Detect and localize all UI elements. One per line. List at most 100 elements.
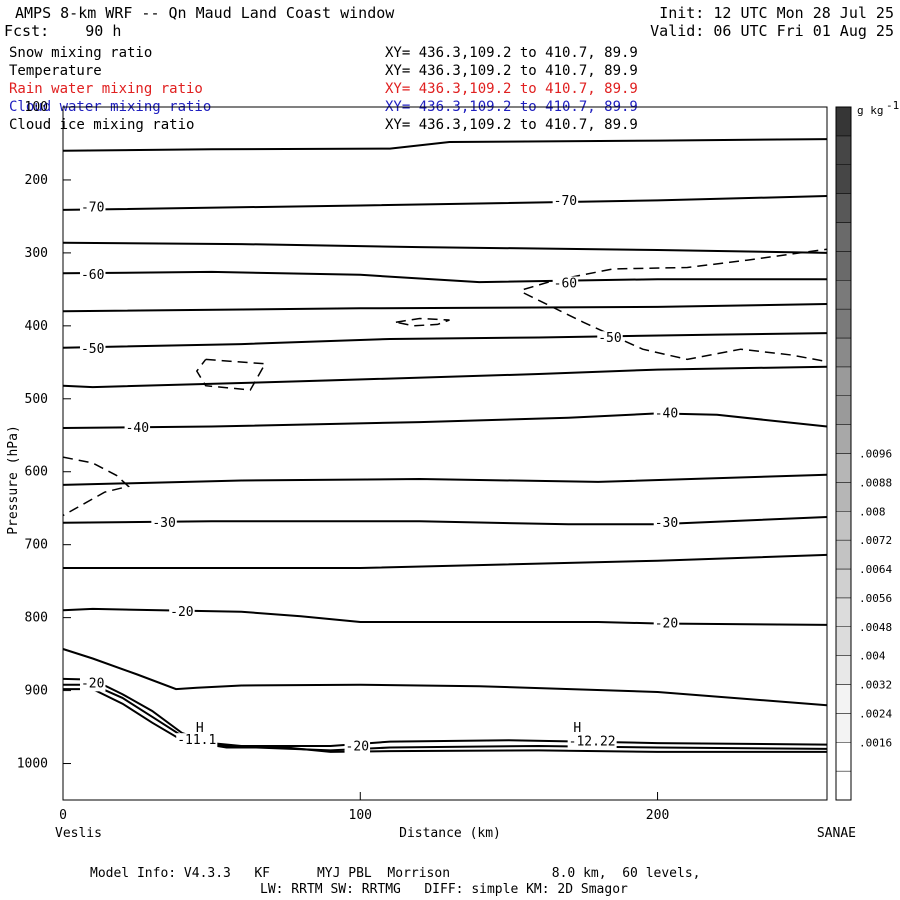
snow-contours: [62, 248, 828, 517]
y-tick-label-600: 600: [25, 465, 48, 480]
colorbar-frame: [835, 106, 852, 801]
colorbar-bin-0: [835, 770, 852, 801]
contour-label-bg-1: [552, 194, 579, 210]
temperature-contour-15: [63, 688, 827, 753]
y-tick-label-400: 400: [25, 319, 48, 334]
colorbar-bin-9: [835, 511, 852, 541]
colorbar-bin-6: [835, 597, 852, 627]
chart-title: AMPS 8-km WRF -- Qn Maud Land Coast wind…: [15, 4, 395, 22]
colorbar-bin-16: [835, 308, 852, 339]
colorbar-tick-4: .0048: [859, 621, 892, 634]
legend-cloudice-xy: XY= 436.3,109.2 to 410.7, 89.9: [385, 117, 638, 133]
contour-label-4: -50: [81, 342, 104, 357]
contour-label-bg-10: [169, 604, 195, 620]
contour-label-16: -20: [346, 740, 369, 755]
temperature-contour-9: [62, 516, 828, 526]
snow-contour-1: [195, 358, 267, 391]
colorbar-tick-5: .0056: [859, 592, 892, 605]
y-tick-label-1000: 1000: [17, 757, 48, 772]
init-time: Init: 12 UTC Mon 28 Jul 25: [659, 4, 894, 22]
temperature-contour-8: [62, 473, 828, 486]
colorbar-bin-1: [835, 742, 852, 772]
colorbar-bin-21: [835, 164, 852, 194]
colorbar-bin-23: [835, 106, 852, 137]
x-tick-label-100: 100: [349, 808, 372, 823]
contour-label-bg-7: [653, 406, 680, 422]
legend-temp-name: Temperature: [9, 63, 102, 79]
legend-snow-xy: XY= 436.3,109.2 to 410.7, 89.9: [385, 45, 638, 61]
colorbar-tick-8: .008: [859, 505, 886, 518]
temperature-contour-11: [62, 607, 828, 626]
contour-label-bg-8: [151, 515, 177, 531]
temperature-contour-2: [62, 241, 828, 254]
contour-label-bg-6: [124, 420, 151, 436]
colorbar-bin-15: [835, 337, 852, 368]
contour-label-bg-16: [344, 739, 371, 755]
contour-label-bg-13: [194, 720, 205, 736]
colorbar-bin-18: [835, 251, 852, 281]
y-tick-label-200: 200: [25, 173, 48, 188]
contour-label-12: -20: [81, 676, 104, 691]
temperature-contour-0: [62, 138, 828, 152]
contour-label-0: -70: [81, 201, 104, 216]
contour-label-bg-15: [176, 733, 218, 749]
legend-temp-xy: XY= 436.3,109.2 to 410.7, 89.9: [385, 63, 638, 79]
colorbar-bin-4: [835, 655, 852, 685]
snow-contour-4: [523, 292, 828, 363]
legend-snow-name: Snow mixing ratio: [9, 45, 153, 61]
contour-label-13: H: [196, 721, 204, 736]
x-axis-label: Distance (km): [399, 826, 501, 841]
colorbar-bin-19: [835, 222, 852, 252]
forecast-hour: Fcst: 90 h: [4, 22, 122, 40]
contour-label-bg-12: [79, 676, 106, 692]
colorbar-bin-13: [835, 395, 852, 425]
y-tick-label-700: 700: [25, 538, 48, 553]
contour-label-bg-14: [572, 720, 583, 736]
contour-label-bg-11: [653, 616, 680, 632]
temperature-contour-10: [63, 553, 828, 569]
x-tick-label-0: 0: [59, 808, 67, 823]
colorbar-bin-8: [835, 539, 852, 570]
colorbar-bin-2: [835, 713, 852, 743]
y-tick-label-top: 100: [25, 100, 48, 115]
physics-info: LW: RRTM SW: RRTMG DIFF: simple KM: 2D S…: [260, 882, 628, 897]
temperature-contour-14: [63, 683, 828, 752]
contour-label-8: -30: [152, 516, 175, 531]
y-tick-label-900: 900: [25, 684, 48, 699]
contour-label-5: -50: [598, 331, 621, 346]
contour-label-11: -20: [655, 616, 678, 631]
x-tick-label-200: 200: [646, 808, 669, 823]
colorbar-bin-22: [835, 135, 852, 165]
contour-label-bg-2: [79, 267, 106, 283]
colorbar-unit: g kg: [857, 104, 884, 117]
colorbar-tick-6: .0064: [859, 563, 892, 576]
colorbar-bin-3: [835, 684, 852, 714]
temperature-contour-1: [62, 195, 828, 211]
colorbar-tick-1: .0024: [859, 707, 892, 720]
colorbar-tick-3: .004: [859, 650, 886, 663]
contour-label-1: -70: [554, 194, 577, 209]
colorbar-tick-7: .0072: [859, 534, 892, 547]
colorbar-tick-2: .0032: [859, 679, 892, 692]
temperature-contour-4: [62, 303, 828, 313]
y-tick-label-500: 500: [25, 392, 48, 407]
contour-label-14: H: [573, 721, 581, 736]
snow-contour-0: [62, 456, 130, 517]
contour-label-bg-5: [597, 331, 623, 347]
contour-label-bg-17: [567, 734, 617, 750]
temperature-contour-13: [62, 677, 828, 747]
contour-label-15: -11.1: [177, 733, 216, 748]
colorbar-bin-10: [835, 482, 852, 512]
right-endpoint-label: SANAE: [817, 826, 856, 841]
colorbar-bin-5: [835, 626, 852, 656]
temperature-contour-6: [62, 365, 828, 389]
contour-label-bg-4: [79, 342, 106, 358]
contour-label-17: -12.22: [569, 735, 616, 750]
colorbar: .0016 .0024 .0032 .004 .0048 .0056 .0064 .0072.…: [835, 99, 899, 801]
plot-frame: [62, 106, 828, 801]
contour-label-3: -60: [554, 277, 577, 292]
colorbar-bin-20: [835, 193, 852, 223]
y-tick-label-300: 300: [25, 246, 48, 261]
